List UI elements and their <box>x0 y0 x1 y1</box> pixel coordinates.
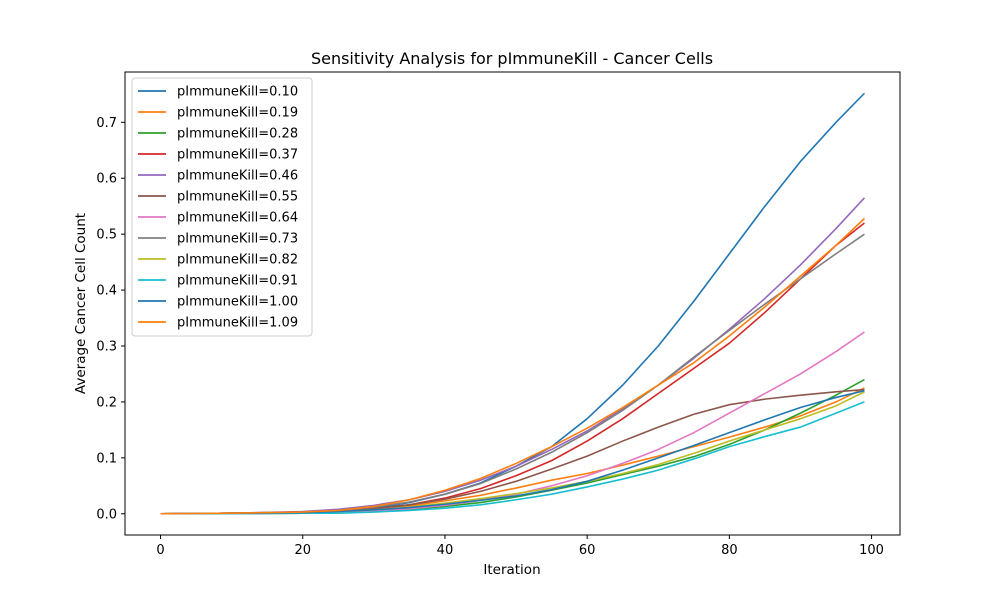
y-tick-label-5: 0.5 <box>96 228 117 243</box>
legend-label-10: pImmuneKill=1.00 <box>177 295 298 310</box>
y-tick-label-6: 0.6 <box>96 172 117 187</box>
y-tick-label-2: 0.2 <box>96 395 117 410</box>
legend: pImmuneKill=0.10 pImmuneKill=0.19 pImmuneK… <box>131 77 313 337</box>
y-axis-label: Average Cancer Cell Count <box>73 213 89 394</box>
y-axis: 0.0 0.1 0.2 0.3 0.4 0.5 0.6 0.7 <box>96 116 125 522</box>
legend-label-11: pImmuneKill=1.09 <box>177 316 298 331</box>
x-tick-label-1: 20 <box>294 543 311 558</box>
series-line-9 <box>160 401 865 515</box>
y-tick-label-3: 0.3 <box>96 339 117 354</box>
legend-label-7: pImmuneKill=0.73 <box>177 232 298 247</box>
x-axis: 0 20 40 60 80 100 <box>156 535 884 558</box>
legend-label-4: pImmuneKill=0.46 <box>177 169 298 184</box>
plot-frame <box>124 71 901 536</box>
legend-label-5: pImmuneKill=0.55 <box>177 190 298 205</box>
legend-label-0: pImmuneKill=0.10 <box>177 85 298 100</box>
y-tick-label-4: 0.4 <box>96 284 117 299</box>
x-axis-label: Iteration <box>483 562 540 578</box>
legend-label-2: pImmuneKill=0.28 <box>177 127 298 142</box>
legend-label-3: pImmuneKill=0.37 <box>177 148 298 163</box>
legend-label-8: pImmuneKill=0.82 <box>177 253 298 268</box>
x-tick-label-2: 40 <box>437 543 454 558</box>
y-tick-label-7: 0.7 <box>96 116 117 131</box>
x-tick-label-4: 80 <box>721 543 738 558</box>
plot-lines <box>160 92 866 515</box>
legend-label-9: pImmuneKill=0.91 <box>177 274 298 289</box>
legend-label-6: pImmuneKill=0.64 <box>177 211 298 226</box>
x-tick-label-3: 60 <box>579 543 596 558</box>
series-line-6 <box>160 331 865 515</box>
x-tick-label-5: 100 <box>859 543 884 558</box>
legend-box <box>131 77 313 337</box>
series-line-4 <box>160 197 866 515</box>
series-line-11 <box>160 217 865 515</box>
chart-title: Sensitivity Analysis for pImmuneKill - C… <box>311 49 713 68</box>
y-tick-label-1: 0.1 <box>96 451 117 466</box>
legend-label-1: pImmuneKill=0.19 <box>177 106 298 121</box>
y-tick-label-0: 0.0 <box>96 507 117 522</box>
x-tick-label-0: 0 <box>156 543 164 558</box>
series-line-10 <box>160 389 865 515</box>
